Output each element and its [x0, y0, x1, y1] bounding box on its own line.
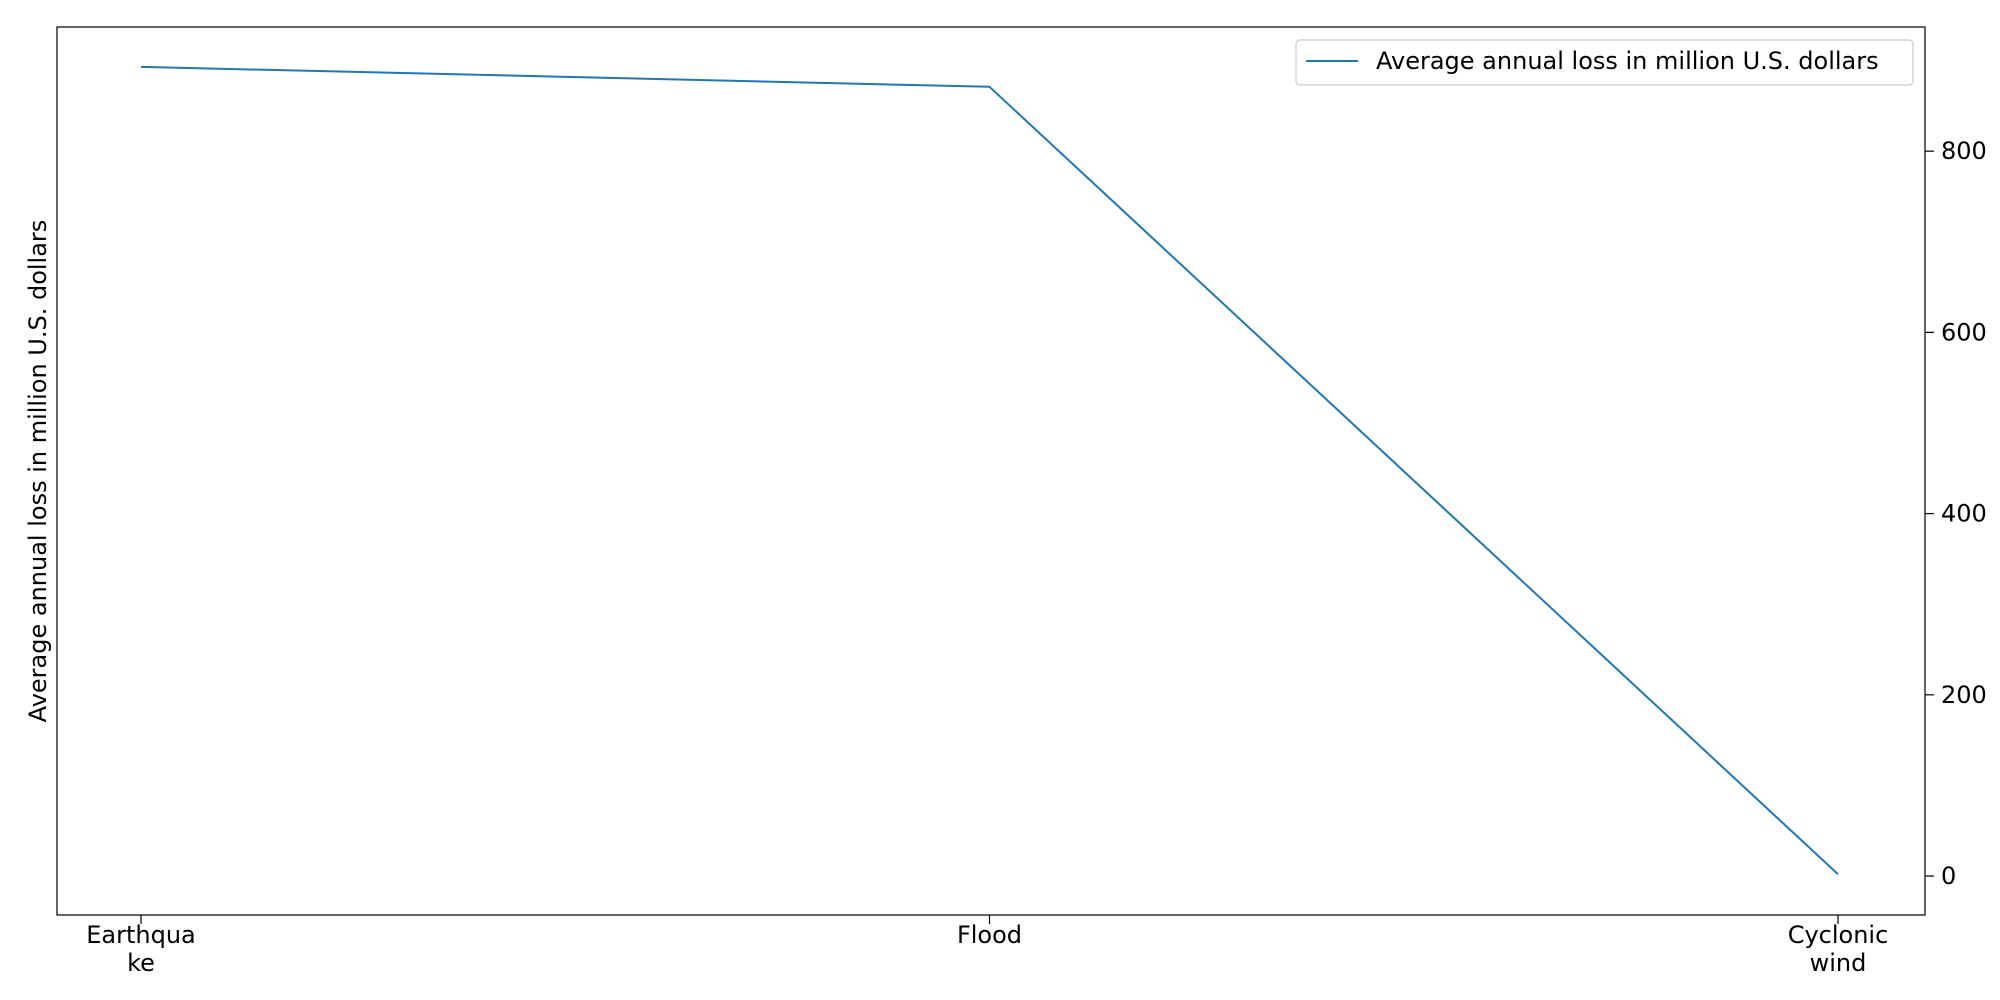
- legend-box: [1295, 39, 1914, 86]
- y-tick-label: 0: [1941, 862, 1956, 890]
- x-tick-label: Flood: [957, 921, 1022, 949]
- x-axis-ticks: Earthqua ke Flood Cyclonic wind: [86, 915, 1888, 977]
- y-tick-label: 200: [1941, 681, 1987, 709]
- series-line: [140, 65, 1839, 875]
- y-axis-label: Average annual loss in million U.S. doll…: [24, 220, 52, 723]
- y-tick-label: 600: [1941, 318, 1987, 346]
- y-tick-label: 400: [1941, 500, 1987, 528]
- plot-frame: [56, 26, 1926, 916]
- y-axis-ticks: 0 200 400 600 800: [1925, 137, 1987, 890]
- x-tick-label: Cyclonic wind: [1788, 921, 1889, 977]
- y-tick-label: 800: [1941, 137, 1987, 165]
- legend: Average annual loss in million U.S. doll…: [1295, 39, 1914, 86]
- series-layer: [140, 65, 1839, 875]
- x-tick-label: Earthqua ke: [86, 921, 196, 977]
- legend-label: Average annual loss in million U.S. doll…: [1376, 47, 1879, 75]
